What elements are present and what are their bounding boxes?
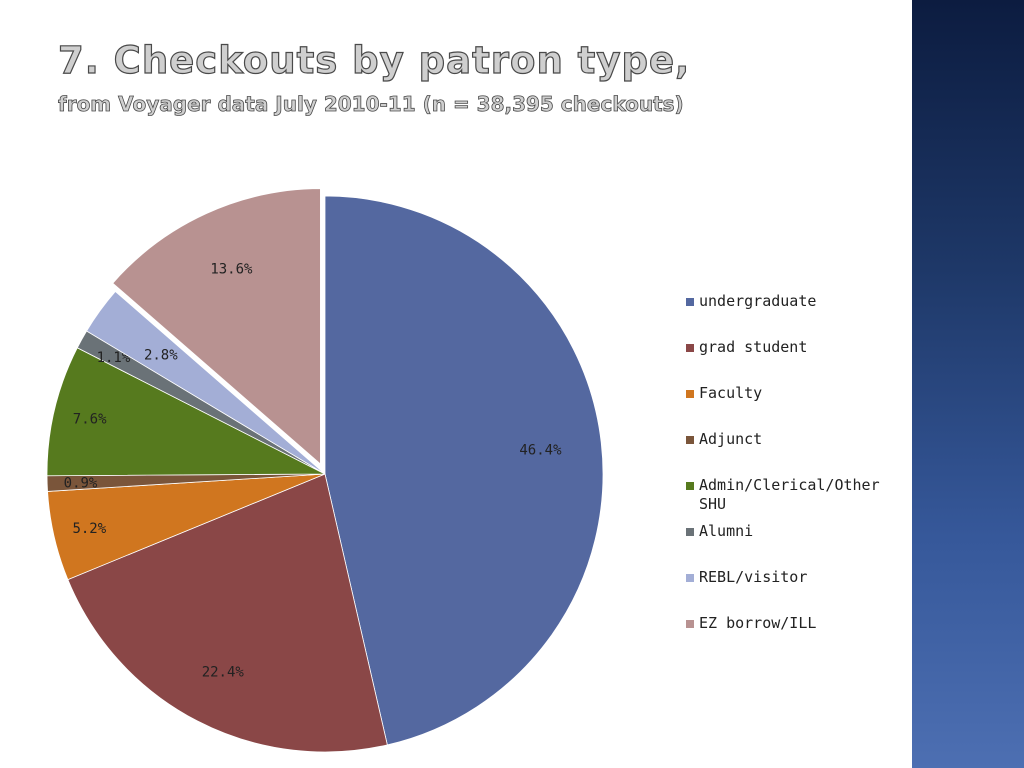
pie-slice-admin-clerical-other-shu: [46, 347, 326, 477]
legend-label: grad student: [699, 338, 808, 356]
legend-label: Faculty: [699, 384, 763, 402]
legend-swatch: [686, 620, 694, 628]
legend-item-ez-borrow-ill: EZ borrow/ILL: [686, 614, 899, 660]
slide-title: 7. Checkouts by patron type,: [57, 39, 691, 82]
data-label-alumni: 1.1%: [97, 350, 131, 366]
legend-item-grad-student: grad student: [686, 338, 899, 384]
legend-label: Admin/Clerical/Other SHU: [699, 476, 880, 513]
data-label-rebl-visitor: 2.8%: [144, 348, 178, 364]
legend-item-rebl-visitor: REBL/visitor: [686, 568, 899, 614]
data-label-adjunct: 0.9%: [64, 475, 98, 491]
legend-label: Adjunct: [699, 430, 763, 448]
legend-swatch: [686, 482, 694, 490]
pie-slice-ez-borrow-ill: [109, 186, 323, 469]
legend-swatch: [686, 528, 694, 536]
pie-slice-undergraduate: [324, 195, 604, 746]
pie-slice-grad-student: [67, 473, 388, 753]
legend-label: REBL/visitor: [699, 568, 808, 586]
data-label-ez-borrow-ill: 13.6%: [210, 261, 253, 277]
decorative-side-bar: [912, 0, 1024, 768]
legend-swatch: [686, 344, 694, 352]
legend-swatch: [686, 390, 694, 398]
legend-item-adjunct: Adjunct: [686, 430, 899, 476]
chart-legend: undergraduate grad student Faculty Adjunct A…: [686, 292, 899, 660]
pie-slice-rebl-visitor: [86, 290, 326, 475]
legend-swatch: [686, 574, 694, 582]
data-label-undergraduate: 46.4%: [519, 443, 562, 459]
legend-item-undergraduate: undergraduate: [686, 292, 899, 338]
data-label-grad-student: 22.4%: [202, 665, 245, 681]
legend-item-alumni: Alumni: [686, 522, 899, 568]
legend-label: undergraduate: [699, 292, 817, 310]
legend-swatch: [686, 436, 694, 444]
legend-label: EZ borrow/ILL: [699, 614, 817, 632]
legend-label: Alumni: [699, 522, 754, 540]
pie-chart: 46.4% 22.4% 5.2% 0.9% 7.6% 1.1% 2.8% 13.6%: [46, 186, 604, 753]
data-label-faculty: 5.2%: [72, 521, 106, 537]
legend-swatch: [686, 298, 694, 306]
data-label-admin-clerical-other-shu: 7.6%: [73, 411, 107, 427]
legend-item-admin-clerical-other-shu: Admin/Clerical/Other SHU: [686, 476, 899, 522]
legend-item-faculty: Faculty: [686, 384, 899, 430]
slide-subtitle: from Voyager data July 2010-11 (n = 38,3…: [58, 92, 684, 116]
